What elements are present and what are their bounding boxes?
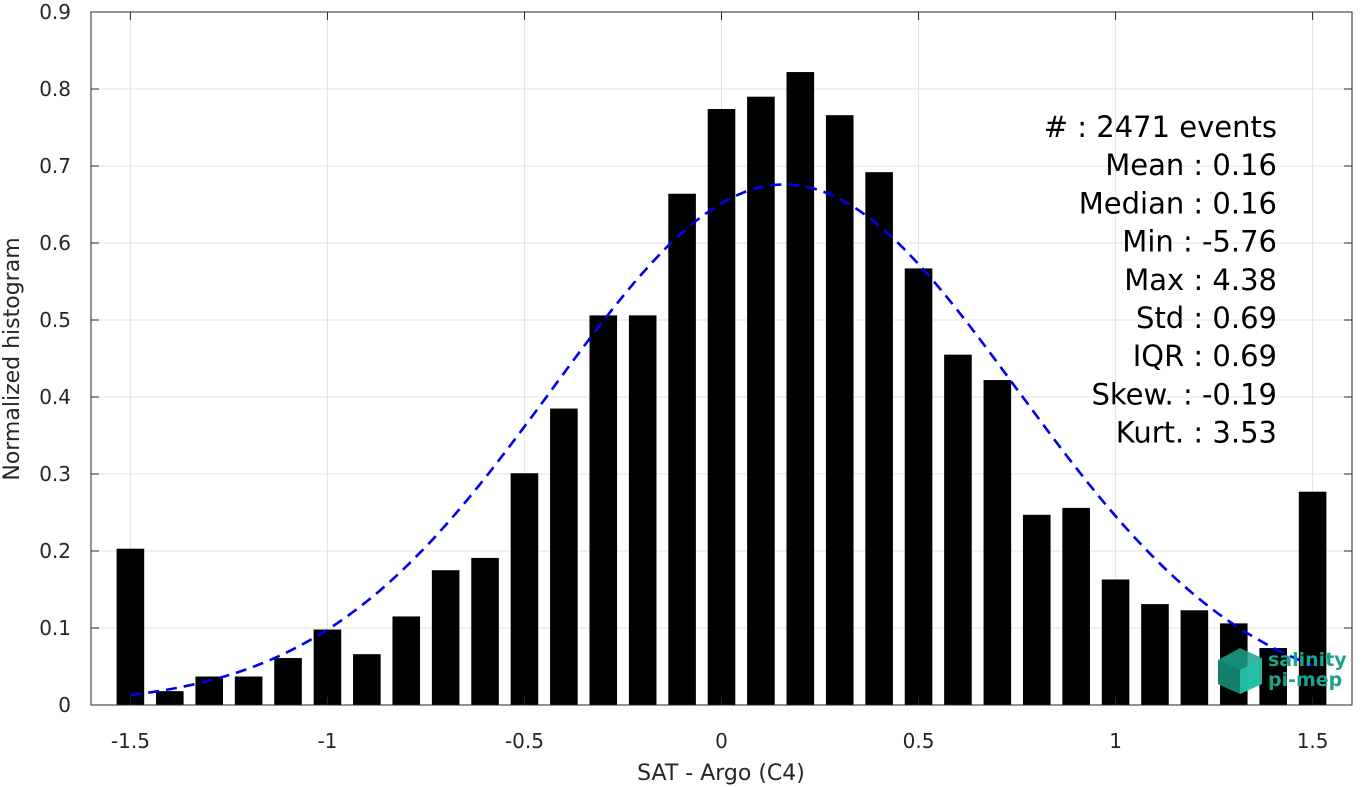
histogram-bar [707,109,736,705]
histogram-bar [944,354,972,705]
y-tick-label: 0.3 [39,462,71,486]
histogram-bar [1259,648,1287,705]
histogram-bar [1101,579,1130,705]
y-tick-label: 0.7 [39,154,71,178]
stat-line: Min : -5.76 [1122,225,1277,259]
histogram-bar [1062,507,1090,705]
x-tick-label: -0.5 [505,729,544,753]
histogram-bar [471,557,499,705]
histogram-bar [825,115,854,706]
y-tick-label: 0.2 [39,539,71,563]
histogram-bar [116,548,145,705]
stat-line: Max : 4.38 [1124,263,1277,297]
y-tick-label: 0.8 [39,77,71,101]
histogram-bar [156,691,184,705]
x-tick-label: -1 [317,729,337,753]
stat-line: Median : 0.16 [1079,186,1277,220]
stat-line: Mean : 0.16 [1105,148,1277,182]
histogram-bar [234,676,263,705]
histogram-bar [313,629,342,705]
histogram-bar [1141,604,1169,705]
histogram-bar [1022,514,1051,705]
logo-line1: salinity [1268,649,1347,671]
y-axis-ticks: 0 0.1 0.2 0.3 0.4 0.5 0.6 0.7 0.8 0.9 [39,0,1352,717]
y-tick-label: 0.5 [39,308,71,332]
histogram-bar [274,658,302,705]
histogram-bar [353,654,381,705]
y-axis-label: Normalized histogram [0,237,25,480]
histogram-bar [983,380,1012,705]
histogram-bar [1180,610,1209,705]
y-tick-label: 0.6 [39,231,71,255]
x-axis-ticks: -1.5 -1 -0.5 0 0.5 1 1.5 [111,12,1329,753]
stat-line: IQR : 0.69 [1133,339,1277,373]
histogram-bar [1298,491,1327,705]
histogram-bar [392,616,421,705]
histogram-bar [786,72,815,705]
x-tick-label: 1.5 [1297,729,1329,753]
histogram-bar [510,473,539,705]
gaussian-fit-curve [130,183,1314,697]
stat-line: Std : 0.69 [1136,301,1277,335]
logo-cube-icon [1218,648,1262,694]
x-tick-label: 0 [715,729,728,753]
y-tick-label: 0.9 [39,0,71,24]
histogram-bar [431,570,460,705]
histogram-bar [628,315,657,705]
x-tick-label: -1.5 [111,729,150,753]
x-tick-label: 1 [1109,729,1122,753]
x-axis-label: SAT - Argo (C4) [637,761,805,786]
stat-line: Skew. : -0.19 [1091,377,1277,411]
histogram-bar [668,193,696,705]
y-tick-label: 0 [58,693,71,717]
stat-line: Kurt. : 3.53 [1116,416,1277,450]
y-tick-label: 0.1 [39,616,71,640]
stat-line: # : 2471 events [1044,110,1277,144]
histogram-bar [747,96,775,705]
histogram-bar [589,315,618,705]
histogram-bar [865,172,893,705]
statistics-annotation: # : 2471 events Mean : 0.16 Median : 0.16 M… [1044,110,1277,450]
salinity-pimep-logo: salinity pi-mep [1218,648,1347,694]
x-tick-label: 0.5 [903,729,935,753]
y-tick-label: 0.4 [39,385,71,409]
histogram-bar [550,408,578,705]
logo-line2: pi-mep [1268,669,1342,691]
histogram-bar [904,268,933,705]
